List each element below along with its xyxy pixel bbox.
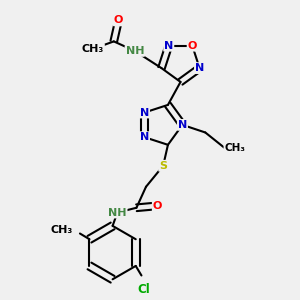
Text: N: N (140, 107, 149, 118)
Text: Cl: Cl (137, 283, 150, 296)
Text: O: O (114, 15, 123, 26)
Text: O: O (188, 41, 197, 51)
Text: N: N (195, 63, 204, 73)
Text: NH: NH (108, 208, 127, 218)
Text: CH₃: CH₃ (82, 44, 104, 54)
Text: N: N (178, 120, 187, 130)
Text: N: N (164, 41, 173, 51)
Text: O: O (153, 201, 162, 211)
Text: CH₃: CH₃ (224, 143, 245, 153)
Text: N: N (140, 132, 149, 142)
Text: NH: NH (125, 46, 144, 56)
Text: S: S (159, 161, 167, 171)
Text: CH₃: CH₃ (50, 225, 72, 235)
